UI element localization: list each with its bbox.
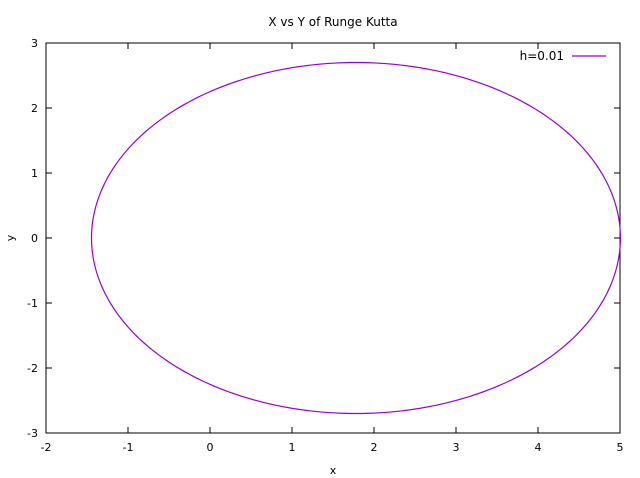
y-tick-label: -3 xyxy=(27,427,38,440)
chart-title: X vs Y of Runge Kutta xyxy=(268,15,397,29)
plot-area-frame xyxy=(45,42,621,434)
y-tick-label: 0 xyxy=(31,232,38,245)
x-tick-label: 4 xyxy=(535,441,542,454)
legend: h=0.01 xyxy=(520,49,606,63)
y-axis-title: y xyxy=(4,234,17,241)
y-tick-label: 3 xyxy=(31,37,38,50)
x-tick-label: 0 xyxy=(207,441,214,454)
x-tick-label: 2 xyxy=(371,441,378,454)
x-tick-label: 5 xyxy=(617,441,624,454)
y-tick-label: 1 xyxy=(31,167,38,180)
y-tick-label: -2 xyxy=(27,362,38,375)
x-tick-label: -2 xyxy=(41,441,52,454)
x-tick-label: -1 xyxy=(123,441,134,454)
y-tick-label: 2 xyxy=(31,102,38,115)
y-tick-label: -1 xyxy=(27,297,38,310)
series-line xyxy=(90,61,622,415)
x-tick-label: 1 xyxy=(289,441,296,454)
axis-ticks xyxy=(45,42,621,434)
series-layer xyxy=(90,61,622,415)
x-axis-title: x xyxy=(330,464,337,477)
x-tick-label: 3 xyxy=(453,441,460,454)
legend-label: h=0.01 xyxy=(520,49,564,63)
